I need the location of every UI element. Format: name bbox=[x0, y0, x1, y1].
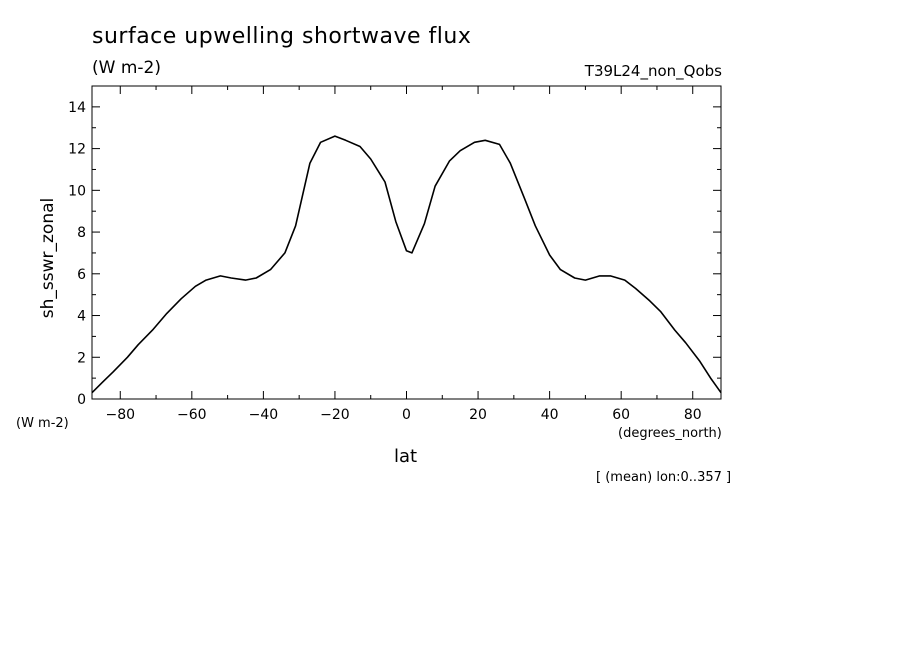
axis-ticks: −80 −60 −40 −20 0 20 40 60 80 0 2 4 6 8 10 12 14 bbox=[68, 85, 721, 423]
chart-title: surface upwelling shortwave flux bbox=[92, 24, 472, 49]
y-axis-units: (W m-2) bbox=[16, 416, 69, 431]
x-axis-label: lat bbox=[394, 446, 418, 467]
x-tick-label: −80 bbox=[105, 407, 135, 423]
y-tick-label: 14 bbox=[68, 100, 86, 116]
y-tick-label: 12 bbox=[68, 142, 86, 158]
x-tick-label: 80 bbox=[684, 407, 702, 423]
y-tick-label: 0 bbox=[77, 392, 86, 408]
y-tick-label: 6 bbox=[77, 267, 86, 283]
dataset-label: T39L24_non_Qobs bbox=[584, 62, 722, 80]
y-tick-label: 10 bbox=[68, 183, 86, 199]
x-tick-label: −40 bbox=[249, 407, 279, 423]
x-tick-label: 20 bbox=[469, 407, 487, 423]
plot-frame bbox=[91, 85, 722, 400]
x-tick-label: 60 bbox=[612, 407, 630, 423]
x-tick-label: 0 bbox=[402, 407, 411, 423]
y-tick-label: 2 bbox=[77, 350, 86, 366]
y-tick-label: 4 bbox=[77, 309, 86, 325]
chart-units: (W m-2) bbox=[92, 58, 161, 78]
x-tick-label: −60 bbox=[177, 407, 207, 423]
series-line bbox=[91, 135, 722, 394]
x-tick-label: −20 bbox=[320, 407, 350, 423]
footnote: [ (mean) lon:0..357 ] bbox=[596, 470, 732, 485]
y-tick-label: 8 bbox=[77, 225, 86, 241]
x-tick-label: 40 bbox=[541, 407, 559, 423]
x-axis-units: (degrees_north) bbox=[618, 426, 722, 441]
